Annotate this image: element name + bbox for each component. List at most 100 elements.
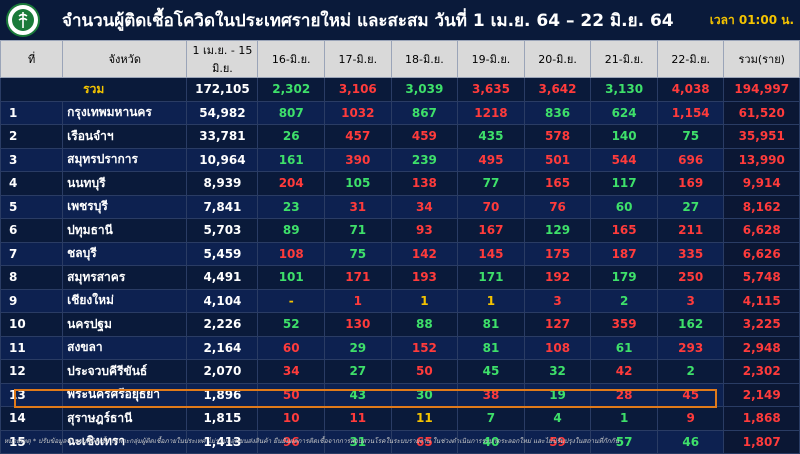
table-row: 6 ปทุมธานี 5,703 89 71 93 167 129 165 211 6,628 — [0, 218, 800, 243]
daily-cell: 61 — [590, 335, 658, 360]
daily-cell: 34 — [390, 194, 459, 219]
daily-cell: 38 — [457, 382, 525, 407]
daily-cell: 89 — [257, 218, 326, 243]
daily-cell: 45 — [457, 359, 525, 384]
daily-cell: 117 — [590, 171, 658, 196]
daily-cell: 45 — [656, 382, 725, 407]
page-title: จำนวนผู้ติดเชื้อโควิดในประเทศรายใหม่ และ… — [62, 11, 674, 31]
cumulative-cell: 10,964 — [186, 147, 259, 172]
total-cell: 8,162 — [723, 194, 800, 219]
daily-cell: 28 — [590, 382, 658, 407]
cumulative-cell: 5,459 — [186, 241, 259, 266]
column-header: จังหวัด — [62, 40, 188, 78]
daily-cell: 145 — [457, 241, 525, 266]
daily-cell: 459 — [390, 124, 459, 149]
total-daily-cell: 3,106 — [324, 77, 392, 102]
rank-cell: 5 — [0, 194, 64, 219]
daily-cell: 34 — [257, 359, 326, 384]
daily-cell: 359 — [590, 312, 658, 337]
total-cell: 4,115 — [723, 288, 800, 313]
province-cell: ประจวบคีรีขันธ์ — [62, 359, 188, 384]
daily-cell: 867 — [390, 100, 459, 125]
daily-cell: 142 — [390, 241, 459, 266]
daily-cell: 239 — [390, 147, 459, 172]
cumulative-cell: 7,841 — [186, 194, 259, 219]
daily-cell: 127 — [523, 312, 592, 337]
column-header: 20-มิ.ย. — [523, 40, 592, 78]
daily-cell: 501 — [523, 147, 592, 172]
daily-cell: 544 — [590, 147, 658, 172]
province-cell: สุราษฎร์ธานี — [62, 406, 188, 431]
total-cumulative: 172,105 — [186, 77, 259, 102]
total-cell: 13,990 — [723, 147, 800, 172]
daily-cell: 250 — [656, 265, 725, 290]
daily-cell: 108 — [257, 241, 326, 266]
cumulative-cell: 2,070 — [186, 359, 259, 384]
daily-cell: 10 — [257, 406, 326, 431]
daily-cell: 192 — [523, 265, 592, 290]
daily-cell: 161 — [257, 147, 326, 172]
rank-cell: 9 — [0, 288, 64, 313]
province-cell: นนทบุรี — [62, 171, 188, 196]
daily-cell: 29 — [324, 335, 392, 360]
header-bar: จำนวนผู้ติดเชื้อโควิดในประเทศรายใหม่ และ… — [0, 0, 800, 38]
daily-cell: 495 — [457, 147, 525, 172]
daily-cell: 75 — [656, 124, 725, 149]
daily-cell: 31 — [324, 194, 392, 219]
province-cell: ชลบุรี — [62, 241, 188, 266]
daily-cell: 165 — [523, 171, 592, 196]
column-header: 22-มิ.ย. — [656, 40, 725, 78]
column-header: 18-มิ.ย. — [390, 40, 459, 78]
daily-cell: 60 — [590, 194, 658, 219]
total-cell: 3,225 — [723, 312, 800, 337]
rank-cell: 7 — [0, 241, 64, 266]
total-cell: 5,748 — [723, 265, 800, 290]
cumulative-cell: 5,703 — [186, 218, 259, 243]
daily-cell: 578 — [523, 124, 592, 149]
daily-cell: 30 — [390, 382, 459, 407]
daily-cell: 42 — [590, 359, 658, 384]
daily-cell: 1 — [457, 288, 525, 313]
daily-cell: 836 — [523, 100, 592, 125]
rank-cell: 11 — [0, 335, 64, 360]
daily-cell: 11 — [390, 406, 459, 431]
daily-cell: 457 — [324, 124, 392, 149]
total-cell: 1,868 — [723, 406, 800, 431]
rank-cell: 1 — [0, 100, 64, 125]
daily-cell: 71 — [324, 218, 392, 243]
rank-cell: 13 — [0, 382, 64, 407]
daily-cell: 169 — [656, 171, 725, 196]
daily-cell: 2 — [590, 288, 658, 313]
daily-cell: 88 — [390, 312, 459, 337]
covid-cases-table: ที่ จังหวัด 1 เม.ย. - 15 มิ.ย. 16-มิ.ย. 17-ม… — [0, 40, 800, 454]
daily-cell: 807 — [257, 100, 326, 125]
cumulative-cell: 33,781 — [186, 124, 259, 149]
daily-cell: 23 — [257, 194, 326, 219]
table-row: 3 สมุทรปราการ 10,964 161 390 239 495 501 544 696 1… — [0, 147, 800, 172]
province-cell: ปทุมธานี — [62, 218, 188, 243]
daily-cell: 1 — [590, 406, 658, 431]
daily-cell: 26 — [257, 124, 326, 149]
daily-cell: 1,154 — [656, 100, 725, 125]
total-label: รวม — [0, 77, 188, 102]
daily-cell: 211 — [656, 218, 725, 243]
daily-cell: 19 — [523, 382, 592, 407]
daily-cell: 179 — [590, 265, 658, 290]
rank-cell: 14 — [0, 406, 64, 431]
cumulative-cell: 2,226 — [186, 312, 259, 337]
daily-cell: 624 — [590, 100, 658, 125]
daily-cell: 140 — [590, 124, 658, 149]
daily-cell: 1032 — [324, 100, 392, 125]
daily-cell: 27 — [656, 194, 725, 219]
rank-cell: 4 — [0, 171, 64, 196]
cumulative-cell: 4,104 — [186, 288, 259, 313]
daily-cell: 193 — [390, 265, 459, 290]
cumulative-cell: 1,896 — [186, 382, 259, 407]
table-row: 13 พระนครศรีอยุธยา 1,896 50 43 30 38 19 28 45 2,14… — [0, 382, 800, 407]
grand-total: 194,997 — [723, 77, 800, 102]
column-header: 16-มิ.ย. — [257, 40, 326, 78]
rank-cell: 10 — [0, 312, 64, 337]
ministry-logo-icon — [6, 3, 40, 37]
total-cell: 6,626 — [723, 241, 800, 266]
total-row: รวม 172,105 2,302 3,106 3,039 3,635 3,64… — [0, 77, 800, 102]
